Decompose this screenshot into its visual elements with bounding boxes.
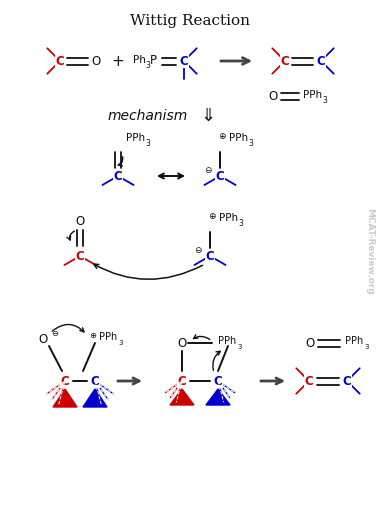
Text: 3: 3 <box>145 138 150 148</box>
Text: O: O <box>38 333 48 345</box>
Text: O: O <box>306 337 315 350</box>
Text: C: C <box>56 55 64 67</box>
Text: O: O <box>75 215 85 227</box>
Text: C: C <box>114 170 122 182</box>
Text: C: C <box>317 55 325 67</box>
Text: C: C <box>206 249 215 263</box>
Polygon shape <box>53 389 77 407</box>
Text: ⊕: ⊕ <box>218 131 226 141</box>
Text: MCAT-Review.org: MCAT-Review.org <box>365 207 375 294</box>
Text: PPh: PPh <box>218 336 236 346</box>
Text: 3: 3 <box>145 60 150 69</box>
Polygon shape <box>83 389 107 407</box>
Text: C: C <box>179 55 188 67</box>
Text: 3: 3 <box>364 344 368 350</box>
Text: C: C <box>216 170 224 182</box>
Text: PPh: PPh <box>126 133 145 143</box>
Text: PPh: PPh <box>229 133 248 143</box>
Text: C: C <box>91 375 99 387</box>
Text: C: C <box>75 249 84 263</box>
Text: C: C <box>343 375 351 387</box>
Text: 3: 3 <box>322 96 327 105</box>
Text: C: C <box>281 55 290 67</box>
Text: PPh: PPh <box>219 213 238 223</box>
Text: ⊕: ⊕ <box>208 212 216 221</box>
Text: 3: 3 <box>118 340 123 346</box>
Polygon shape <box>206 389 230 405</box>
Text: ⊕: ⊕ <box>90 331 96 339</box>
Text: O: O <box>268 89 278 103</box>
Text: ⊖: ⊖ <box>204 166 212 174</box>
Text: PPh: PPh <box>303 90 322 100</box>
Polygon shape <box>170 389 194 405</box>
Text: P: P <box>149 54 157 66</box>
Text: Wittig Reaction: Wittig Reaction <box>130 14 250 28</box>
Text: 3: 3 <box>237 344 242 350</box>
Text: O: O <box>178 337 187 350</box>
Text: PPh: PPh <box>345 336 363 346</box>
Text: ⊖: ⊖ <box>194 245 202 254</box>
Text: C: C <box>61 375 69 387</box>
Text: 3: 3 <box>248 138 253 148</box>
Text: mechanism: mechanism <box>108 109 188 123</box>
Text: 3: 3 <box>238 219 243 227</box>
Text: +: + <box>112 54 124 68</box>
Text: C: C <box>178 375 186 387</box>
Text: Ph: Ph <box>133 55 146 65</box>
Text: ⊖: ⊖ <box>51 329 59 337</box>
Text: ⇓: ⇓ <box>200 107 216 125</box>
Text: C: C <box>305 375 314 387</box>
Text: O: O <box>91 55 101 67</box>
Text: C: C <box>214 375 223 387</box>
Text: PPh: PPh <box>99 332 117 342</box>
